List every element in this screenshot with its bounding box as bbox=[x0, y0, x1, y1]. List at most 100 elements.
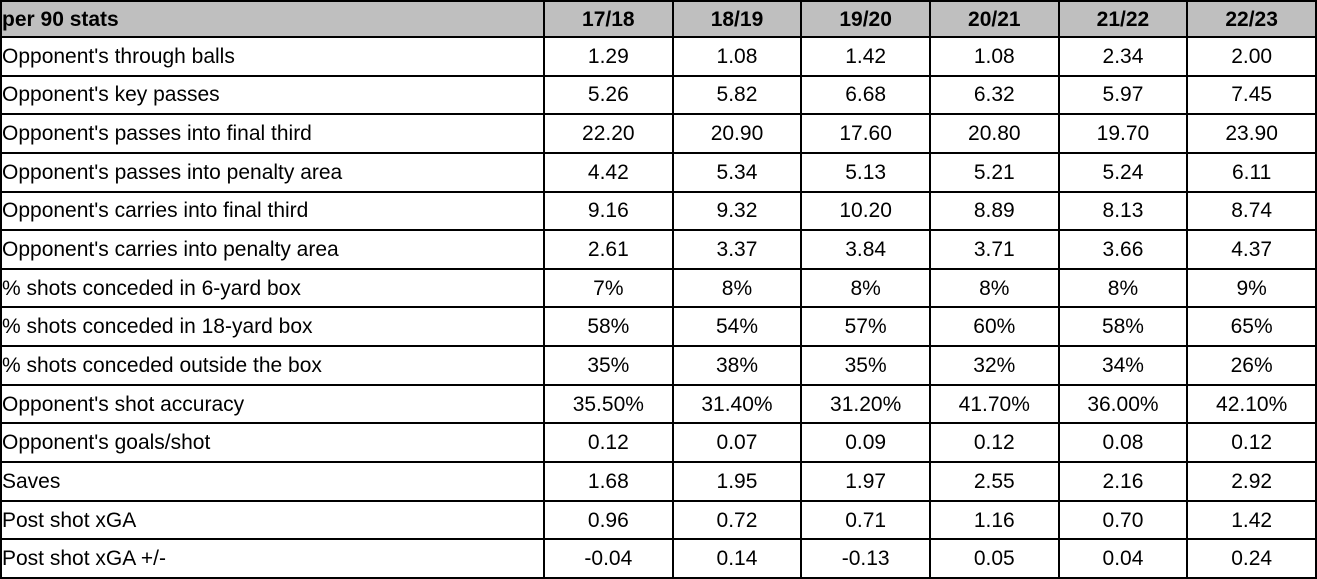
table-row: Opponent's passes into final third 22.20… bbox=[0, 113, 1317, 154]
stat-value: 35% bbox=[543, 345, 674, 386]
stat-value: 9.16 bbox=[543, 190, 674, 232]
stat-value: 3.71 bbox=[928, 229, 1060, 270]
stat-value: 2.16 bbox=[1057, 461, 1189, 502]
season-header: 19/20 bbox=[800, 0, 931, 38]
stat-value: 2.92 bbox=[1186, 461, 1317, 502]
season-header: 20/21 bbox=[928, 0, 1060, 38]
stat-value: 4.37 bbox=[1186, 229, 1317, 270]
stat-value: 2.55 bbox=[928, 461, 1060, 502]
stat-value: 41.70% bbox=[928, 383, 1060, 425]
stat-value: 5.13 bbox=[800, 151, 931, 193]
stat-value: 3.84 bbox=[800, 229, 931, 270]
table-row: Opponent's passes into penalty area 4.42… bbox=[0, 151, 1317, 193]
stat-value: 6.32 bbox=[928, 74, 1060, 116]
table-header: per 90 stats 17/18 18/19 19/20 20/21 21/22 22… bbox=[0, 0, 1317, 38]
stat-value: 7% bbox=[543, 267, 674, 309]
stat-value: 6.68 bbox=[800, 74, 931, 116]
row-label: % shots conceded outside the box bbox=[0, 345, 545, 386]
stat-value: 2.34 bbox=[1057, 36, 1189, 77]
stat-value: 20.80 bbox=[928, 113, 1060, 154]
row-label: % shots conceded in 6-yard box bbox=[0, 267, 545, 309]
stat-value: 8% bbox=[928, 267, 1060, 309]
stat-value: 0.71 bbox=[800, 499, 931, 541]
stat-value: 1.08 bbox=[671, 36, 803, 77]
row-label: Opponent's goals/shot bbox=[0, 422, 545, 464]
stat-value: 36.00% bbox=[1057, 383, 1189, 425]
season-header: 21/22 bbox=[1057, 0, 1189, 38]
stat-value: 5.26 bbox=[543, 74, 674, 116]
stat-value: 54% bbox=[671, 306, 803, 348]
stat-value: 0.70 bbox=[1057, 499, 1189, 541]
season-header: 18/19 bbox=[671, 0, 803, 38]
stat-value: 60% bbox=[928, 306, 1060, 348]
stat-value: 58% bbox=[543, 306, 674, 348]
table-row: Opponent's shot accuracy 35.50% 31.40% 31.… bbox=[0, 383, 1317, 425]
stat-value: 0.07 bbox=[671, 422, 803, 464]
stat-value: 9.32 bbox=[671, 190, 803, 232]
stat-value: 58% bbox=[1057, 306, 1189, 348]
row-label: % shots conceded in 18-yard box bbox=[0, 306, 545, 348]
stat-value: 9% bbox=[1186, 267, 1317, 309]
stat-value: 0.04 bbox=[1057, 538, 1189, 579]
stat-value: 1.16 bbox=[928, 499, 1060, 541]
table-body: Opponent's through balls 1.29 1.08 1.42 1.0… bbox=[0, 36, 1317, 579]
stat-value: 3.37 bbox=[671, 229, 803, 270]
row-label: Post shot xGA +/- bbox=[0, 538, 545, 579]
table-row: Post shot xGA 0.96 0.72 0.71 1.16 0.70 1.42 bbox=[0, 499, 1317, 541]
table-title: per 90 stats bbox=[0, 0, 545, 38]
season-header: 22/23 bbox=[1186, 0, 1317, 38]
stat-value: 1.08 bbox=[928, 36, 1060, 77]
stat-value: 0.09 bbox=[800, 422, 931, 464]
stat-value: 7.45 bbox=[1186, 74, 1317, 116]
stat-value: 31.40% bbox=[671, 383, 803, 425]
stat-value: 1.42 bbox=[1186, 499, 1317, 541]
stat-value: 32% bbox=[928, 345, 1060, 386]
row-label: Opponent's shot accuracy bbox=[0, 383, 545, 425]
row-label: Post shot xGA bbox=[0, 499, 545, 541]
table-row: Saves 1.68 1.95 1.97 2.55 2.16 2.92 bbox=[0, 461, 1317, 502]
stat-value: 2.00 bbox=[1186, 36, 1317, 77]
table-row: % shots conceded in 6-yard box 7% 8% 8% 8% 8… bbox=[0, 267, 1317, 309]
stat-value: 5.34 bbox=[671, 151, 803, 193]
stat-value: 1.29 bbox=[543, 36, 674, 77]
table-row: % shots conceded outside the box 35% 38% 3… bbox=[0, 345, 1317, 386]
stat-value: 8% bbox=[1057, 267, 1189, 309]
row-label: Opponent's carries into final third bbox=[0, 190, 545, 232]
stat-value: 35% bbox=[800, 345, 931, 386]
row-label: Opponent's key passes bbox=[0, 74, 545, 116]
stat-value: 0.12 bbox=[928, 422, 1060, 464]
stat-value: 20.90 bbox=[671, 113, 803, 154]
stat-value: 0.12 bbox=[543, 422, 674, 464]
stat-value: 10.20 bbox=[800, 190, 931, 232]
stat-value: 57% bbox=[800, 306, 931, 348]
stat-value: 8.13 bbox=[1057, 190, 1189, 232]
row-label: Opponent's through balls bbox=[0, 36, 545, 77]
stat-value: 42.10% bbox=[1186, 383, 1317, 425]
table-row: Opponent's goals/shot 0.12 0.07 0.09 0.12 0.… bbox=[0, 422, 1317, 464]
table-row: Opponent's key passes 5.26 5.82 6.68 6.32 5.… bbox=[0, 74, 1317, 116]
stat-value: 4.42 bbox=[543, 151, 674, 193]
stat-value: 38% bbox=[671, 345, 803, 386]
stat-value: 0.14 bbox=[671, 538, 803, 579]
stat-value: 3.66 bbox=[1057, 229, 1189, 270]
stat-value: 17.60 bbox=[800, 113, 931, 154]
stat-value: 19.70 bbox=[1057, 113, 1189, 154]
stat-value: 0.72 bbox=[671, 499, 803, 541]
stat-value: 5.82 bbox=[671, 74, 803, 116]
stat-value: 0.96 bbox=[543, 499, 674, 541]
stat-value: 22.20 bbox=[543, 113, 674, 154]
header-row: per 90 stats 17/18 18/19 19/20 20/21 21/22 22… bbox=[0, 0, 1317, 38]
table-row: Opponent's carries into final third 9.16… bbox=[0, 190, 1317, 232]
stat-value: 35.50% bbox=[543, 383, 674, 425]
stat-value: 34% bbox=[1057, 345, 1189, 386]
row-label: Opponent's carries into penalty area bbox=[0, 229, 545, 270]
stat-value: 23.90 bbox=[1186, 113, 1317, 154]
stat-value: 8% bbox=[671, 267, 803, 309]
table-row: Post shot xGA +/- -0.04 0.14 -0.13 0.05 0.04… bbox=[0, 538, 1317, 579]
stat-value: 65% bbox=[1186, 306, 1317, 348]
table-row: % shots conceded in 18-yard box 58% 54% 57… bbox=[0, 306, 1317, 348]
stat-value: 5.97 bbox=[1057, 74, 1189, 116]
season-header: 17/18 bbox=[543, 0, 674, 38]
